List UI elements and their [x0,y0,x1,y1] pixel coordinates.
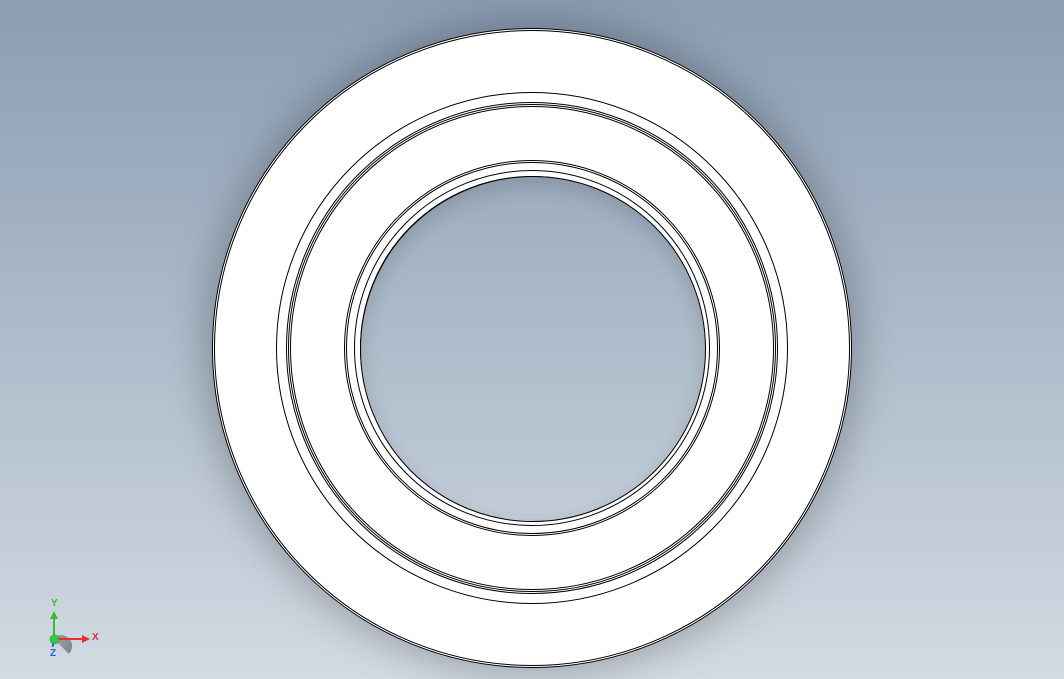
y-axis-arrowhead [50,611,58,619]
ring-bore-hole [360,176,706,522]
cad-viewport[interactable]: X Y Z [0,0,1064,679]
x-axis-arrowhead [82,635,90,643]
axis-triad[interactable]: X Y Z [40,599,100,659]
x-axis-label: X [92,633,99,643]
y-axis-label: Y [51,599,58,609]
z-axis-label: Z [50,649,56,659]
axis-origin-dot [50,635,59,644]
